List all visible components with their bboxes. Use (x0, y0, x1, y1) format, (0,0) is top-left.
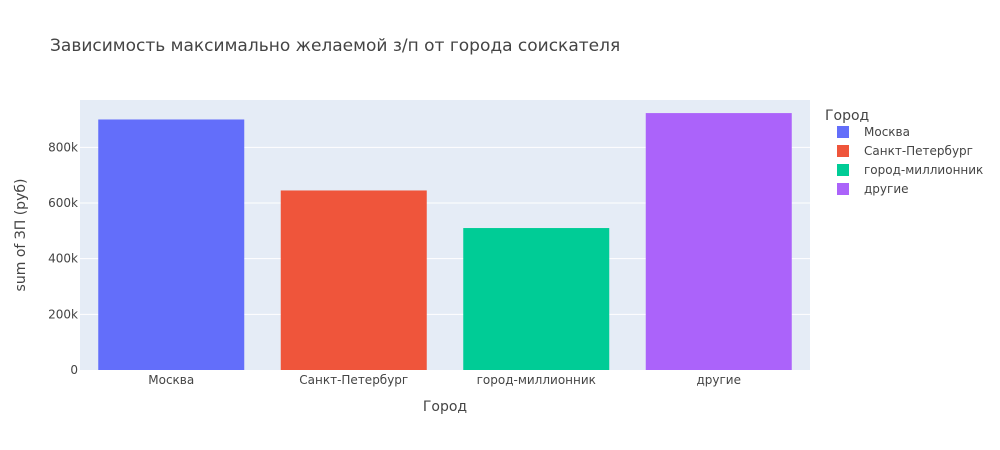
bar-2[interactable] (280, 190, 427, 370)
legend-label: другие (864, 182, 909, 196)
legend-label: Санкт-Петербург (864, 144, 973, 158)
chart-title: Зависимость максимально желаемой з/п от … (50, 36, 620, 56)
y-tick-label: 400k (48, 252, 78, 266)
x-axis-ticks: Москва Санкт-Петербург город-миллионник дру… (148, 373, 741, 387)
bar-4[interactable] (645, 113, 792, 371)
legend[interactable]: Город Москва Санкт-Петербург город-миллион… (825, 108, 983, 196)
x-axis-title: Город (423, 399, 467, 415)
x-tick-label: Санкт-Петербург (299, 373, 408, 387)
y-axis-ticks: 0 200k 400k 600k 800k (48, 140, 78, 377)
y-tick-label: 800k (48, 140, 78, 154)
legend-item[interactable]: Москва (837, 125, 910, 139)
legend-swatch (837, 145, 849, 157)
y-tick-label: 0 (70, 363, 78, 377)
legend-swatch (837, 164, 849, 176)
legend-items[interactable]: Москва Санкт-Петербург город-миллионник дру… (837, 125, 983, 196)
legend-label: город-миллионник (864, 163, 983, 177)
bars[interactable] (98, 113, 792, 371)
x-tick-label: Москва (148, 373, 194, 387)
x-tick-label: город-миллионник (477, 373, 596, 387)
legend-label: Москва (864, 125, 910, 139)
legend-swatch (837, 126, 849, 138)
y-axis-title: sum of ЗП (руб) (13, 179, 29, 292)
bar-3[interactable] (463, 228, 610, 370)
y-tick-label: 200k (48, 307, 78, 321)
legend-item[interactable]: Санкт-Петербург (837, 144, 973, 158)
legend-item[interactable]: город-миллионник (837, 163, 983, 177)
x-tick-label: другие (696, 373, 741, 387)
y-tick-label: 600k (48, 196, 78, 210)
legend-swatch (837, 183, 849, 195)
legend-item[interactable]: другие (837, 182, 909, 196)
legend-title: Город (825, 108, 869, 124)
bar-1[interactable] (98, 119, 245, 371)
